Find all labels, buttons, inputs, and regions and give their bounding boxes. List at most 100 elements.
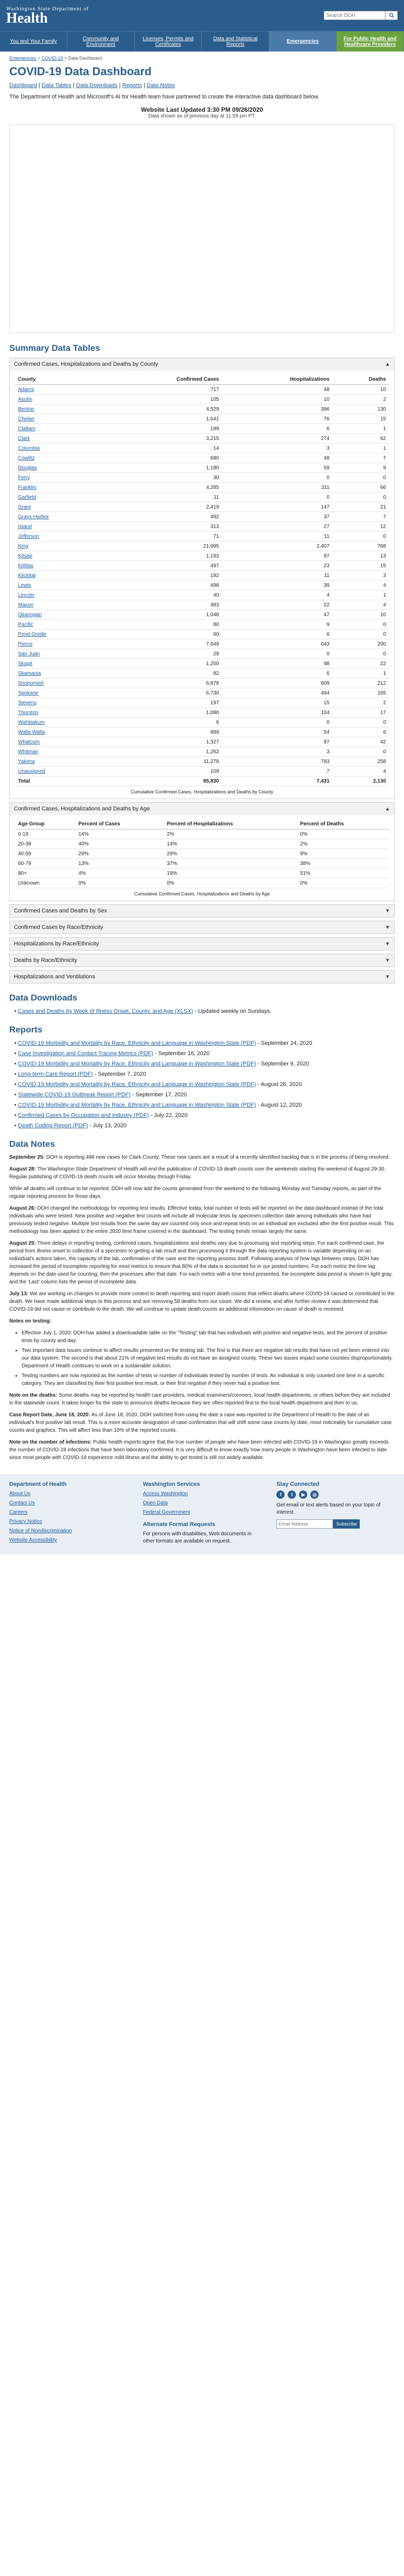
footer-link[interactable]: Notice of Nondiscrimination	[9, 1528, 72, 1534]
county-link[interactable]: Island	[18, 523, 32, 530]
county-link[interactable]: Mason	[18, 602, 34, 608]
percent-deaths-cell: 9%	[297, 849, 389, 859]
accordion-header[interactable]: Confirmed Cases by Race/Ethnicity ▼	[10, 921, 394, 934]
accordion-header[interactable]: Confirmed Cases and Deaths by Sex ▼	[10, 905, 394, 917]
county-link[interactable]: Walla Walla	[18, 729, 45, 735]
county-link[interactable]: Pacific	[18, 621, 33, 628]
footer-link[interactable]: Contact Us	[9, 1500, 35, 1506]
breadcrumb-covid[interactable]: COVID-19	[41, 56, 63, 61]
county-link[interactable]: Thurston	[18, 709, 39, 716]
county-link[interactable]: Kitsap	[18, 553, 32, 559]
county-link[interactable]: Ferry	[18, 474, 30, 481]
report-link[interactable]: Confirmed Cases by Occupation and Indust…	[17, 1112, 149, 1118]
hospitalizations-cell: 6	[222, 423, 333, 434]
report-link[interactable]: COVID-19 Morbidity and Mortality by Race…	[17, 1040, 256, 1046]
report-link[interactable]: Long-term Care Report (PDF)	[17, 1071, 93, 1077]
county-link[interactable]: San Juan	[18, 651, 40, 657]
report-link[interactable]: Statewide COVID-19 Outbreak Report (PDF)	[17, 1092, 131, 1098]
county-link[interactable]: Unassigned	[18, 768, 45, 774]
accordion-header[interactable]: Deaths by Race/Ethnicity ▼	[10, 954, 394, 967]
tab-dashboard[interactable]: Dashboard	[9, 82, 37, 89]
county-link[interactable]: Yakima	[18, 758, 35, 765]
footer-link[interactable]: Access Washington	[143, 1491, 188, 1497]
tab-data-notes[interactable]: Data Notes	[146, 82, 175, 89]
county-link[interactable]: Snohomish	[18, 680, 44, 686]
nav-you-and-your-family[interactable]: You and Your Family	[0, 31, 67, 52]
tab-reports[interactable]: Reports	[122, 82, 142, 89]
report-link[interactable]: Case Investigation and Contact Tracing M…	[17, 1050, 153, 1057]
county-link[interactable]: Skagit	[18, 660, 32, 667]
twitter-icon[interactable]: t	[288, 1490, 296, 1499]
footer-link[interactable]: Website Accessibility	[9, 1537, 57, 1543]
county-link[interactable]: Whitman	[18, 749, 39, 755]
county-link[interactable]: Kittitas	[18, 563, 34, 569]
facebook-icon[interactable]: f	[276, 1490, 285, 1499]
nav-providers[interactable]: For Public Health and Healthcare Provide…	[337, 31, 404, 52]
tab-data-tables[interactable]: Data Tables	[41, 82, 72, 89]
county-link[interactable]: Pierce	[18, 641, 33, 647]
county-link[interactable]: Klickitat	[18, 572, 36, 579]
county-link[interactable]: Jefferson	[18, 533, 39, 539]
county-link[interactable]: Clark	[18, 435, 30, 442]
county-link[interactable]: Cowlitz	[18, 455, 35, 461]
hospitalizations-cell: 147	[222, 502, 333, 512]
footer-link[interactable]: About Us	[9, 1491, 31, 1497]
county-link[interactable]: Stevens	[18, 700, 37, 706]
county-link[interactable]: Whatcom	[18, 739, 40, 745]
deaths-cell: 4	[332, 600, 389, 610]
dashboard-embed[interactable]	[9, 124, 395, 333]
county-link[interactable]: Asotin	[18, 396, 32, 402]
county-accordion-header[interactable]: Confirmed Cases, Hospitalizations and De…	[10, 358, 394, 370]
age-table: Age Group Percent of Cases Percent of Ho…	[15, 819, 389, 888]
footer-link[interactable]: Privacy Notice	[9, 1519, 42, 1524]
tab-data-downloads[interactable]: Data Downloads	[76, 82, 118, 89]
county-link[interactable]: Grant	[18, 504, 31, 510]
county-link[interactable]: Benton	[18, 406, 34, 412]
county-link[interactable]: Wahkiakum	[18, 719, 45, 725]
county-link[interactable]: Pend Oreille	[18, 631, 47, 637]
table-row: 40-59 28% 29% 9%	[15, 849, 389, 859]
county-link[interactable]: Lewis	[18, 582, 31, 588]
search-button[interactable]	[385, 11, 398, 20]
footer-link[interactable]: Federal Government	[143, 1510, 190, 1515]
nav-community-environment[interactable]: Community and Environment	[67, 31, 135, 52]
county-link[interactable]: Spokane	[18, 690, 39, 696]
county-link[interactable]: Lincoln	[18, 592, 34, 598]
download-link[interactable]: Cases and Deaths by Week of Illness Onse…	[17, 1008, 194, 1014]
breadcrumb-emergencies[interactable]: Emergencies	[9, 56, 37, 61]
report-link[interactable]: COVID-19 Morbidity and Mortality by Race…	[17, 1081, 256, 1088]
report-link[interactable]: COVID-19 Morbidity and Mortality by Race…	[17, 1061, 256, 1067]
accordion-header[interactable]: Hospitalizations by Race/Ethnicity ▼	[10, 938, 394, 950]
county-link[interactable]: Garfield	[18, 494, 37, 500]
county-link[interactable]: Adams	[18, 386, 34, 393]
county-link[interactable]: Franklin	[18, 484, 37, 490]
county-link[interactable]: Chelan	[18, 416, 34, 422]
nav-emergencies[interactable]: Emergencies	[269, 31, 337, 52]
nav-licenses[interactable]: Licenses, Permits and Certificates	[135, 31, 202, 52]
footer-link[interactable]: Careers	[9, 1510, 28, 1515]
nav-data-reports[interactable]: Data and Statistical Reports	[202, 31, 270, 52]
instagram-icon[interactable]: ◎	[310, 1490, 319, 1499]
search-input[interactable]	[324, 11, 385, 20]
county-link[interactable]: Clallam	[18, 426, 36, 432]
county-link[interactable]: Douglas	[18, 465, 37, 471]
footer-link[interactable]: Open Data	[143, 1500, 168, 1506]
doh-logo[interactable]: Washington State Department of Health	[6, 6, 89, 26]
county-link[interactable]: King	[18, 543, 29, 549]
report-item: Statewide COVID-19 Outbreak Report (PDF)…	[14, 1091, 395, 1099]
report-link[interactable]: COVID-19 Morbidity and Mortality by Race…	[17, 1102, 256, 1108]
subscribe-button[interactable]: Subscribe	[333, 1519, 360, 1529]
county-link[interactable]: Skamania	[18, 670, 41, 676]
age-accordion-header[interactable]: Confirmed Cases, Hospitalizations and De…	[10, 803, 394, 815]
county-link[interactable]: Grays Harbor	[18, 514, 49, 520]
report-link[interactable]: Death Coding Report (PDF)	[17, 1123, 88, 1129]
email-field[interactable]	[276, 1519, 333, 1529]
deaths-cell: 42	[332, 737, 389, 747]
age-accordion: Confirmed Cases, Hospitalizations and De…	[9, 802, 395, 901]
accordion-header[interactable]: Hospitalizations and Ventilations ▼	[10, 971, 394, 983]
table-row: Clallam 189 6 1	[15, 423, 389, 434]
county-cell: Benton	[15, 404, 105, 414]
youtube-icon[interactable]: ▶	[299, 1490, 308, 1499]
county-link[interactable]: Okanogan	[18, 612, 42, 618]
county-link[interactable]: Columbia	[18, 445, 40, 451]
